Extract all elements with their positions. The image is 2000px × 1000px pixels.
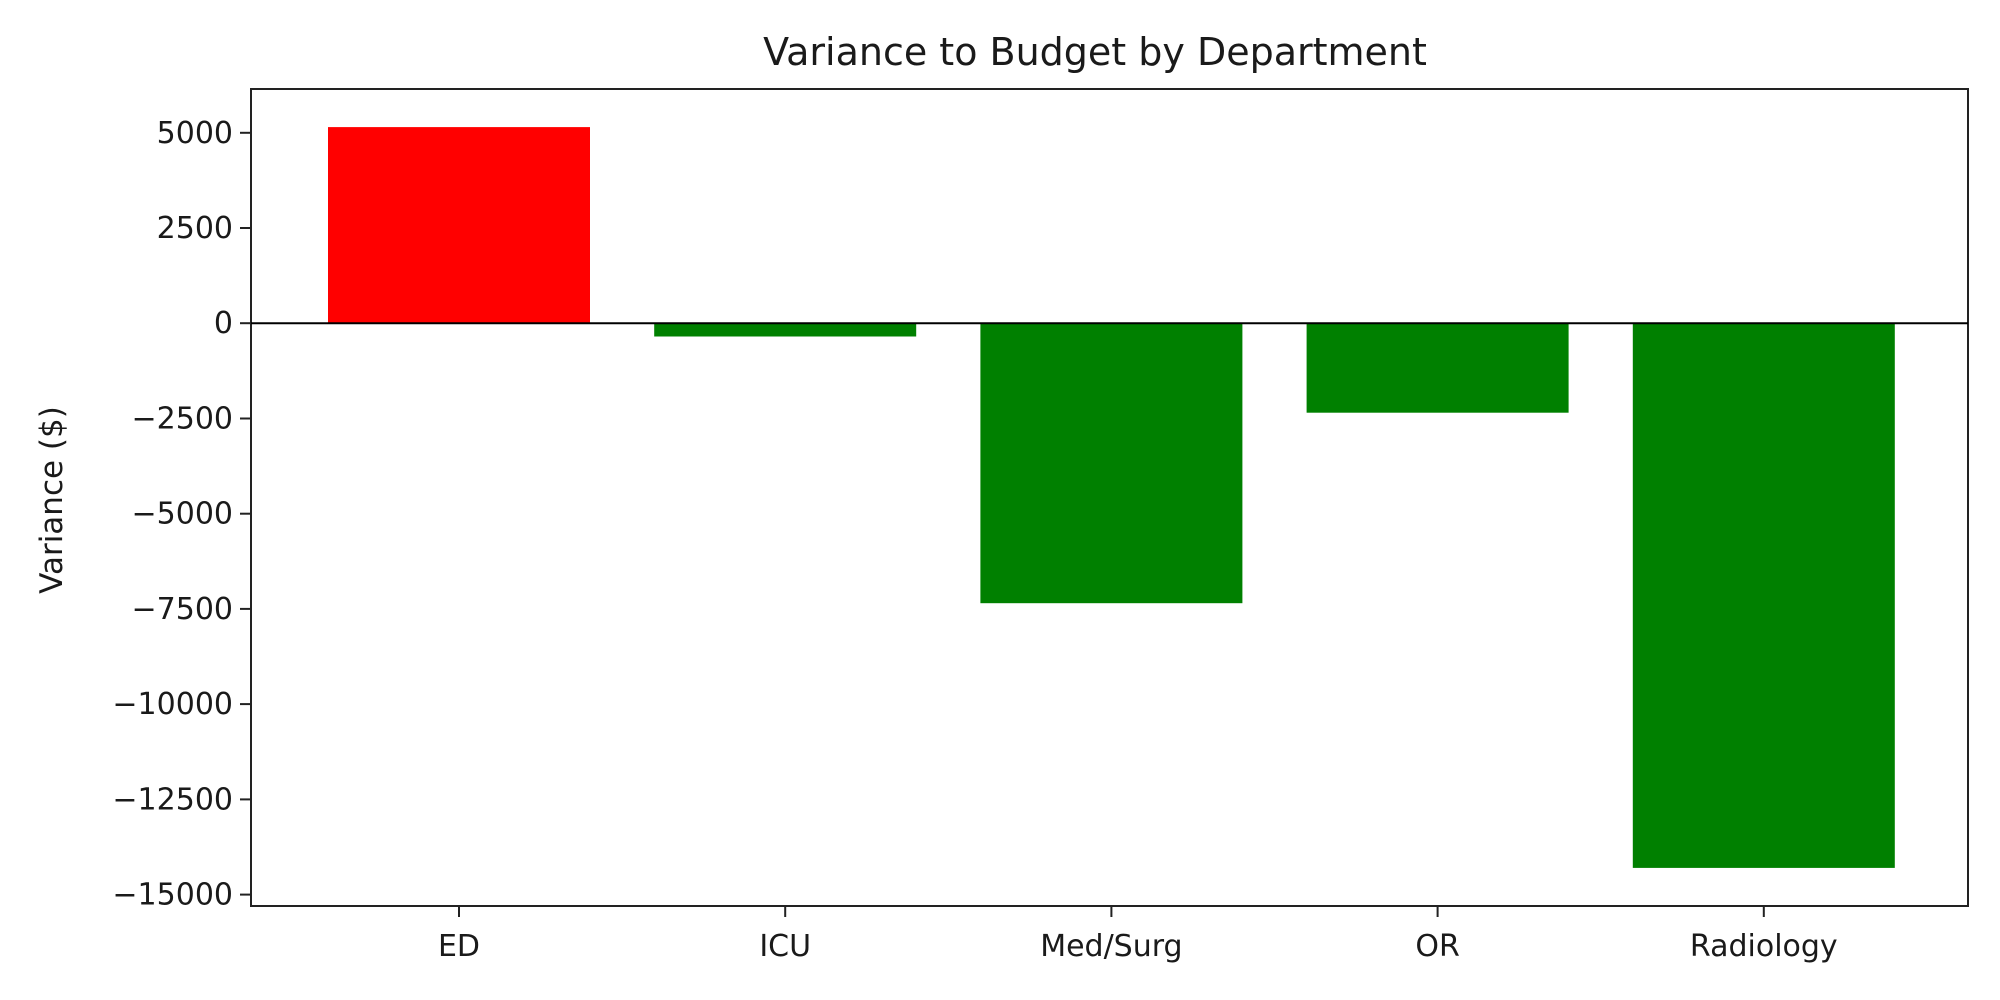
x-tick-label: ICU (759, 929, 811, 964)
bar-ed (328, 127, 590, 324)
y-axis-title: Variance ($) (34, 406, 70, 594)
bar-icu (654, 323, 917, 337)
plot-frame (250, 88, 1969, 907)
x-tick-label: Med/Surg (1040, 929, 1182, 964)
chart-title: Variance to Budget by Department (763, 30, 1427, 74)
y-tick-label: −10000 (112, 687, 233, 722)
y-axis-ticks: 5000 2500 0 −2500 −5000 −7500 −10000 −12500 −150… (112, 116, 251, 913)
y-tick-label: −12500 (112, 782, 233, 817)
y-tick-label: −5000 (132, 497, 233, 532)
y-tick-label: 5000 (157, 116, 233, 151)
plot-area: 5000 2500 0 −2500 −5000 −7500 −10000 −12500 −150… (112, 88, 1969, 964)
y-tick-label: 0 (214, 306, 233, 341)
y-tick-label: −7500 (132, 592, 233, 627)
bar-med-surg (980, 323, 1243, 604)
bar-radiology (1632, 323, 1895, 868)
x-axis-ticks: ED ICU Med/Surg OR Radiology (438, 906, 1838, 964)
x-tick-label: Radiology (1690, 929, 1838, 964)
x-tick-label: ED (438, 929, 480, 964)
y-tick-label: −15000 (112, 878, 233, 913)
y-tick-label: 2500 (157, 211, 233, 246)
y-tick-label: −2500 (132, 402, 233, 437)
bars-group (328, 127, 1895, 868)
bar-or (1306, 323, 1569, 413)
x-tick-label: OR (1415, 929, 1459, 964)
